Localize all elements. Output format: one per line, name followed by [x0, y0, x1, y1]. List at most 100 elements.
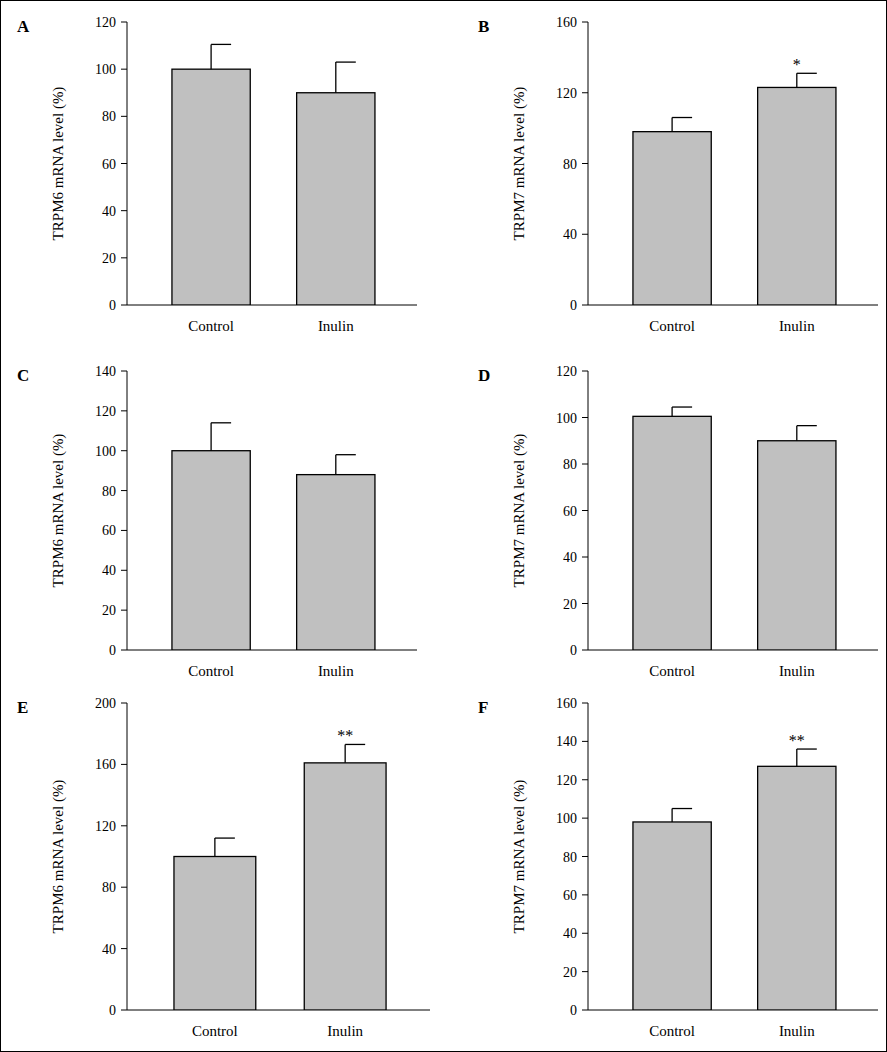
error-bar-cap [797, 425, 817, 426]
x-tick-label: Control [649, 318, 695, 334]
marks [633, 407, 836, 650]
y-axis-line [127, 371, 128, 650]
y-tick-label: 0 [109, 298, 116, 313]
bar [304, 763, 386, 1010]
y-tick-label: 40 [563, 550, 577, 565]
y-tick-label: 100 [556, 811, 577, 826]
y-tick [121, 610, 127, 611]
y-tick-label: 200 [95, 696, 116, 711]
y-tick [121, 163, 127, 164]
panel: ETRPM6 mRNA level (%)04080120160200Contr… [17, 696, 430, 1039]
y-tick [121, 764, 127, 765]
x-tick-label: Inulin [327, 1023, 363, 1039]
y-axis-label: TRPM6 mRNA level (%) [50, 87, 67, 241]
error-bar-cap [215, 837, 235, 838]
y-tick-label: 140 [95, 364, 116, 379]
y-tick [121, 410, 127, 411]
y-tick-label: 60 [102, 523, 116, 538]
x-tick-label: Inulin [779, 663, 815, 679]
y-tick-label: 80 [563, 457, 577, 472]
y-tick [121, 703, 127, 704]
y-tick-label: 40 [102, 942, 116, 957]
bar [174, 857, 256, 1011]
x-tick-label: Control [649, 1023, 695, 1039]
y-tick-label: 120 [556, 364, 577, 379]
y-tick [582, 1010, 588, 1011]
error-bar-stem [671, 407, 672, 416]
bar [297, 475, 375, 650]
error-bar-cap [672, 117, 692, 118]
y-tick [582, 603, 588, 604]
bar [633, 416, 711, 650]
error-bar [211, 44, 231, 69]
y-tick-label: 40 [102, 204, 116, 219]
y-tick-label: 100 [95, 444, 116, 459]
y-tick-label: 0 [109, 643, 116, 658]
x-tick-label: Control [188, 663, 234, 679]
error-bar-cap [672, 808, 692, 809]
y-axis-label: TRPM6 mRNA level (%) [50, 434, 67, 588]
marks [172, 423, 375, 650]
error-bar-stem [671, 809, 672, 822]
panel: BTRPM7 mRNA level (%)04080120160ControlI… [478, 15, 878, 334]
significance: ** [789, 732, 805, 749]
y-tick-label: 80 [102, 109, 116, 124]
y-axis-label: TRPM7 mRNA level (%) [511, 434, 528, 588]
error-bar-stem [214, 838, 215, 856]
y-tick-label: 0 [109, 1003, 116, 1018]
y-tick-label: 80 [102, 484, 116, 499]
y-axis-label: TRPM7 mRNA level (%) [511, 87, 528, 241]
y-tick [121, 371, 127, 372]
y-tick-label: 0 [570, 643, 577, 658]
error-bar-stem [796, 73, 797, 87]
panel-label: D [478, 366, 490, 385]
panel: DTRPM7 mRNA level (%)020406080100120Cont… [478, 364, 878, 679]
error-bar-stem [345, 744, 346, 762]
y-tick-label: 20 [102, 603, 116, 618]
y-tick [121, 887, 127, 888]
bar [172, 451, 250, 650]
y-tick-label: 120 [95, 404, 116, 419]
y-tick [582, 557, 588, 558]
y-tick-label: 120 [95, 15, 116, 30]
y-tick [121, 22, 127, 23]
error-bar-stem [210, 44, 211, 69]
y-tick [121, 490, 127, 491]
y-tick [121, 69, 127, 70]
error-bar [336, 62, 356, 93]
figure-frame [1, 1, 887, 1052]
y-tick [121, 450, 127, 451]
y-tick-label: 20 [563, 965, 577, 980]
y-tick [582, 779, 588, 780]
y-tick [582, 971, 588, 972]
y-tick [582, 933, 588, 934]
y-tick [582, 92, 588, 93]
y-tick-label: 60 [102, 157, 116, 172]
y-tick [582, 741, 588, 742]
marks [174, 744, 386, 1010]
y-tick-label: 40 [563, 926, 577, 941]
y-tick [121, 257, 127, 258]
y-tick-label: 120 [556, 86, 577, 101]
error-bar [672, 118, 692, 132]
error-bar [797, 73, 817, 87]
bar [297, 93, 375, 305]
marks [172, 44, 375, 305]
y-tick [121, 825, 127, 826]
panel: ATRPM6 mRNA level (%)020406080100120Cont… [17, 15, 417, 334]
x-tick-label: Control [188, 318, 234, 334]
y-tick-label: 120 [556, 773, 577, 788]
x-tick-label: Control [192, 1023, 238, 1039]
x-tick-label: Control [649, 663, 695, 679]
error-bar-stem [796, 749, 797, 766]
y-tick [121, 1010, 127, 1011]
y-tick [121, 570, 127, 571]
panel-label: A [17, 17, 30, 36]
error-bar-stem [671, 118, 672, 132]
panel: CTRPM6 mRNA level (%)020406080100120140C… [17, 364, 417, 679]
error-bar-cap [336, 61, 356, 62]
y-tick-label: 40 [563, 227, 577, 242]
error-bar [672, 407, 692, 416]
bar [758, 441, 836, 650]
error-bar-stem [210, 423, 211, 451]
